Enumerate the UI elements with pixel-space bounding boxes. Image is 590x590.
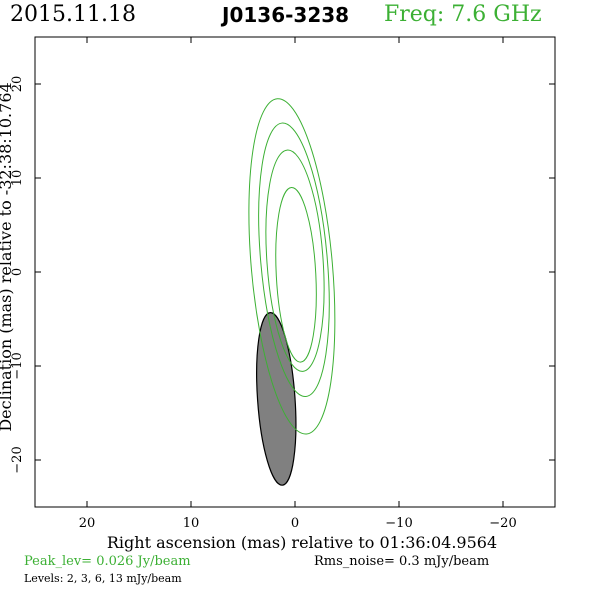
source-name: J0136-3238 [222, 3, 350, 27]
y-tick-label: −20 [10, 446, 25, 473]
frequency-label: Freq: 7.6 GHz [384, 2, 542, 27]
y-tick-label: −10 [10, 352, 25, 379]
rms-noise: Rms_noise= 0.3 mJy/beam [314, 554, 490, 569]
beam-ellipse [256, 312, 297, 486]
x-axis-label: Right ascension (mas) relative to 01:36:… [107, 533, 497, 552]
x-tick-label: 10 [183, 516, 200, 531]
observation-date: 2015.11.18 [10, 2, 136, 27]
contour-level-3 [258, 122, 330, 398]
y-tick-label: 0 [10, 268, 25, 276]
contour-level-6 [265, 149, 325, 372]
x-tick-label: −10 [385, 516, 412, 531]
y-axis-label: Declination (mas) relative to -32:38:10.… [0, 82, 15, 431]
peak-level: Peak_lev= 0.026 Jy/beam [24, 554, 191, 569]
x-tick-label: 0 [291, 516, 299, 531]
y-tick-label: 10 [10, 170, 25, 187]
x-tick-label: −20 [489, 516, 516, 531]
x-tick-label: 20 [79, 516, 96, 531]
contour-levels: Levels: 2, 3, 6, 13 mJy/beam [24, 572, 182, 585]
contour-level-13 [275, 187, 317, 363]
contour-level-2 [248, 98, 336, 435]
y-tick-label: 20 [10, 76, 25, 93]
